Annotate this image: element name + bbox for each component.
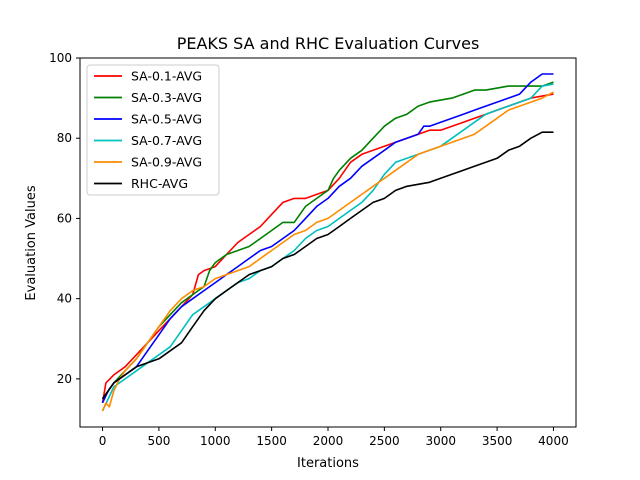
y-tick-label: 60 [57, 211, 72, 225]
x-tick-label: 500 [147, 434, 170, 448]
y-tick-label: 40 [57, 292, 72, 306]
chart-title: PEAKS SA and RHC Evaluation Curves [177, 34, 480, 53]
x-axis-label: Iterations [297, 456, 359, 471]
x-tick-label: 1500 [256, 434, 287, 448]
legend-label: SA-0.5-AVG [131, 112, 202, 127]
x-tick-label: 0 [99, 434, 107, 448]
x-tick-label: 1000 [200, 434, 231, 448]
legend-label: SA-0.3-AVG [131, 90, 202, 105]
x-tick-label: 4000 [538, 434, 569, 448]
series-line-2 [101, 73, 554, 404]
legend-label: SA-0.7-AVG [131, 133, 202, 148]
series-line-3 [101, 83, 554, 412]
y-tick-label: 100 [49, 51, 72, 65]
x-tick-label: 2000 [313, 434, 344, 448]
y-tick-label: 20 [57, 372, 72, 386]
plot-area [101, 73, 554, 412]
legend-label: SA-0.9-AVG [131, 155, 202, 170]
axis-ticks: 0 500 1000 1500 2000 2500 3000 3500 4000 20 40 60 80… [49, 51, 569, 448]
y-axis-label: Evaluation Values [24, 185, 39, 300]
x-tick-label: 3000 [425, 434, 456, 448]
y-tick-label: 80 [57, 131, 72, 145]
legend: SA-0.1-AVG SA-0.3-AVG SA-0.5-AVG SA-0.7-AVG… [86, 64, 220, 196]
x-tick-label: 2500 [369, 434, 400, 448]
series-line-4 [101, 91, 554, 412]
series-line-5 [101, 131, 554, 400]
x-tick-label: 3500 [482, 434, 513, 448]
legend-label: SA-0.1-AVG [131, 69, 202, 84]
series-line-1 [101, 81, 554, 400]
legend-label: RHC-AVG [131, 176, 188, 191]
